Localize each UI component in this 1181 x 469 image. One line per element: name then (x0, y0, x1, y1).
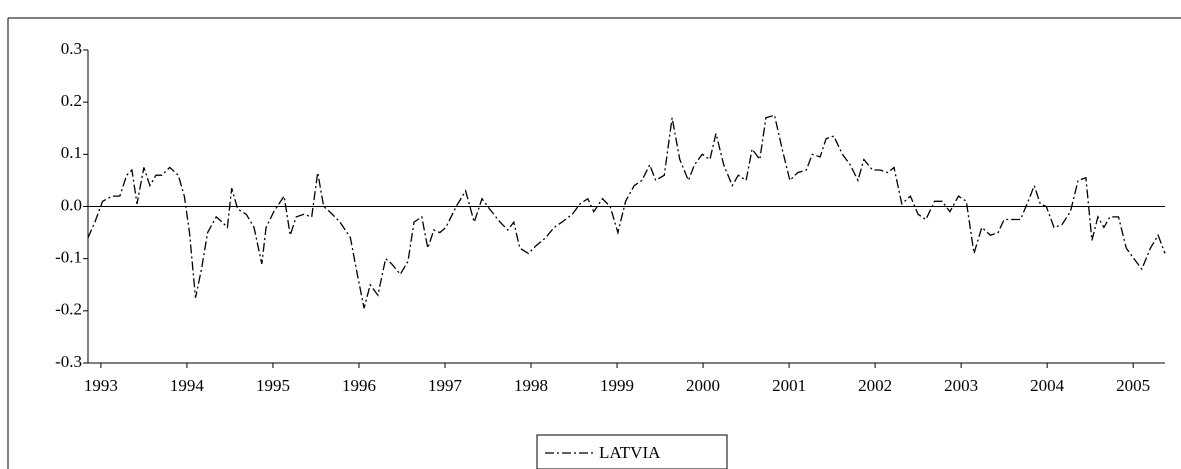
x-tick-label: 2002 (858, 376, 892, 395)
x-tick-label: 1998 (514, 376, 548, 395)
x-tick-label: 1993 (84, 376, 118, 395)
x-tick-label: 2001 (772, 376, 806, 395)
x-tick-label: 1999 (600, 376, 634, 395)
x-tick-label: 2000 (686, 376, 720, 395)
x-tick-label: 1996 (342, 376, 376, 395)
y-tick-label: -0.3 (55, 352, 82, 371)
y-tick-label: -0.1 (55, 248, 82, 267)
x-tick-label: 2005 (1116, 376, 1150, 395)
legend-label: LATVIA (599, 443, 661, 462)
y-tick-label: 0.1 (61, 143, 82, 162)
y-tick-label: 0.0 (61, 195, 82, 214)
x-tick-label: 1997 (428, 376, 463, 395)
data-line (87, 114, 1166, 309)
legend-box (536, 434, 728, 469)
x-tick-label: 2004 (1030, 376, 1065, 395)
y-tick-label: -0.2 (55, 300, 82, 319)
x-tick-label: 2003 (944, 376, 978, 395)
y-tick-label: 0.2 (61, 91, 82, 110)
x-tick-label: 1995 (256, 376, 290, 395)
x-tick-label: 1994 (170, 376, 205, 395)
y-tick-label: 0.3 (61, 39, 82, 58)
